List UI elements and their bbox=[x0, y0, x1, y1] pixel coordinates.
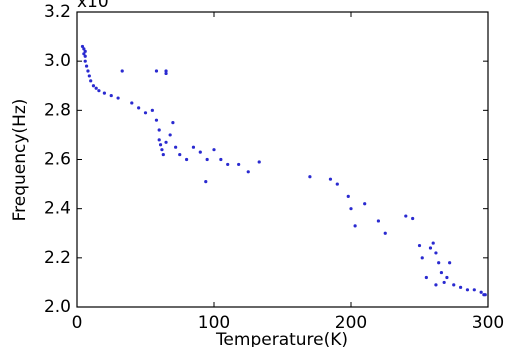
point bbox=[185, 157, 189, 162]
point bbox=[383, 231, 387, 235]
point bbox=[87, 74, 91, 78]
point bbox=[83, 59, 87, 63]
point bbox=[437, 261, 441, 265]
point bbox=[161, 152, 165, 157]
point bbox=[160, 148, 164, 152]
point bbox=[445, 275, 449, 280]
point bbox=[83, 49, 87, 53]
point bbox=[178, 152, 182, 157]
point bbox=[150, 108, 154, 112]
point bbox=[424, 275, 428, 280]
point bbox=[191, 145, 196, 149]
point bbox=[404, 214, 408, 218]
x-axis-label: Temperature(K) bbox=[215, 330, 348, 347]
point bbox=[164, 71, 168, 76]
point bbox=[174, 145, 178, 149]
point bbox=[82, 47, 86, 51]
point bbox=[164, 69, 168, 73]
point bbox=[346, 194, 350, 198]
point bbox=[308, 175, 312, 179]
point bbox=[420, 256, 424, 260]
point bbox=[89, 79, 93, 83]
point bbox=[353, 224, 357, 228]
y-tick-label: 2.6 bbox=[44, 150, 71, 170]
y-tick-label: 2.4 bbox=[44, 199, 71, 219]
point bbox=[91, 84, 96, 88]
x-tick-label: 300 bbox=[472, 313, 504, 333]
point bbox=[431, 241, 435, 245]
point bbox=[83, 54, 87, 58]
y-tick-label: 3.2 bbox=[44, 2, 71, 22]
point bbox=[465, 288, 470, 292]
point bbox=[212, 148, 216, 152]
point bbox=[84, 64, 89, 68]
point bbox=[102, 91, 106, 95]
point bbox=[205, 157, 209, 162]
y-tick-label: 3.0 bbox=[44, 51, 71, 71]
point bbox=[448, 261, 452, 265]
point bbox=[164, 140, 168, 144]
point bbox=[246, 170, 250, 174]
point bbox=[157, 128, 161, 132]
point bbox=[483, 293, 487, 297]
point bbox=[335, 182, 339, 186]
point bbox=[363, 202, 367, 206]
point bbox=[154, 118, 159, 122]
y-axis-label: Frequency(Hz) bbox=[10, 99, 30, 222]
point bbox=[434, 251, 438, 255]
x-tick-label: 0 bbox=[72, 313, 83, 333]
point bbox=[143, 111, 148, 115]
point bbox=[428, 246, 433, 250]
y-tick-label: 2.0 bbox=[44, 297, 71, 317]
y-tick-label: 2.8 bbox=[44, 100, 71, 120]
point bbox=[82, 52, 86, 56]
point bbox=[439, 270, 444, 275]
point bbox=[158, 143, 163, 147]
point bbox=[86, 69, 90, 73]
point bbox=[434, 283, 438, 287]
point bbox=[328, 177, 333, 181]
point bbox=[120, 69, 124, 73]
point bbox=[198, 150, 202, 154]
point bbox=[171, 121, 175, 125]
x-tick-label: 200 bbox=[335, 313, 367, 333]
point bbox=[154, 69, 159, 73]
point bbox=[204, 180, 208, 184]
point bbox=[237, 162, 241, 167]
point bbox=[219, 157, 223, 162]
point bbox=[442, 280, 446, 285]
x-tick-label: 100 bbox=[198, 313, 230, 333]
point bbox=[116, 96, 120, 100]
point bbox=[226, 162, 230, 167]
point bbox=[459, 285, 463, 289]
point bbox=[168, 133, 172, 137]
point bbox=[417, 243, 422, 248]
point bbox=[109, 93, 113, 98]
point bbox=[452, 283, 456, 287]
point bbox=[80, 44, 85, 49]
point bbox=[130, 101, 134, 105]
point bbox=[479, 290, 483, 294]
point bbox=[411, 216, 415, 221]
point bbox=[137, 106, 141, 110]
y-multiplier: x10 bbox=[77, 0, 109, 12]
point bbox=[157, 138, 161, 142]
point bbox=[94, 86, 98, 90]
point bbox=[257, 160, 261, 164]
point bbox=[472, 288, 476, 292]
point bbox=[349, 207, 353, 211]
plot-frame bbox=[76, 11, 489, 308]
point bbox=[97, 89, 101, 93]
y-tick-label: 2.2 bbox=[44, 248, 71, 268]
point bbox=[376, 219, 380, 223]
